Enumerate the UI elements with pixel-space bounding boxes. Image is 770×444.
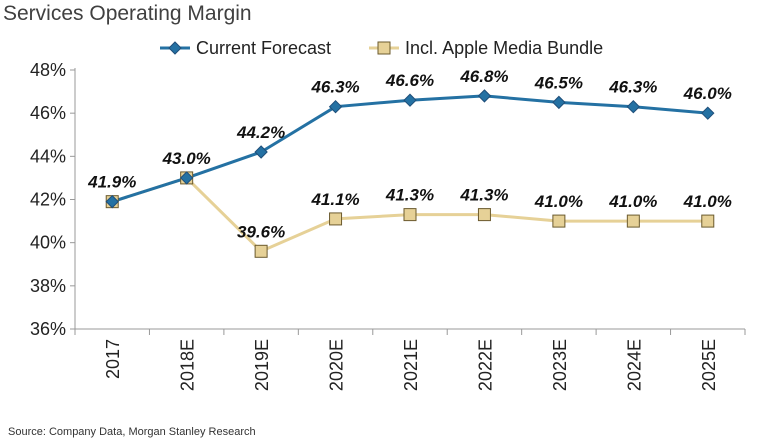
data-label-apple-media-bundle: 41.0%: [683, 192, 732, 211]
data-point-apple-media-bundle: [626, 214, 640, 228]
x-tick-label: 2020E: [327, 339, 347, 391]
data-point-current-forecast: [254, 145, 268, 159]
x-tick-label: 2022E: [475, 339, 495, 391]
x-tick-label: 2025E: [699, 339, 719, 391]
y-tick-label: 42%: [30, 190, 66, 210]
data-label-current-forecast: 44.2%: [236, 123, 285, 142]
data-point-apple-media-bundle: [329, 212, 343, 226]
data-label-apple-media-bundle: 41.3%: [459, 186, 508, 205]
data-label-apple-media-bundle: 39.6%: [237, 222, 285, 241]
x-tick-label: 2017: [103, 339, 123, 379]
y-tick-label: 40%: [30, 233, 66, 253]
chart-title: Services Operating Margin: [3, 2, 252, 25]
data-point-apple-media-bundle: [403, 208, 417, 222]
data-point-apple-media-bundle: [552, 214, 566, 228]
legend-item-current-forecast: Current Forecast: [160, 38, 331, 59]
y-tick-label: 44%: [30, 146, 66, 166]
data-point-apple-media-bundle: [477, 208, 491, 222]
data-point-current-forecast: [701, 106, 715, 120]
legend-label-current-forecast: Current Forecast: [196, 37, 332, 58]
x-tick-label: 2023E: [550, 339, 570, 391]
data-point-apple-media-bundle: [254, 244, 268, 258]
legend-swatch-current-forecast: [160, 41, 190, 55]
data-label-apple-media-bundle: 41.3%: [385, 186, 434, 205]
y-tick-label: 38%: [30, 276, 66, 296]
data-point-apple-media-bundle: [701, 214, 715, 228]
y-tick-label: 36%: [30, 319, 66, 339]
data-point-current-forecast: [477, 89, 492, 103]
data-label-current-forecast: 46.3%: [310, 78, 359, 97]
data-label-current-forecast: 41.9%: [87, 173, 136, 192]
data-label-current-forecast: 46.3%: [608, 78, 657, 97]
data-label-current-forecast: 46.8%: [459, 67, 508, 86]
x-tick-label: 2019E: [252, 339, 272, 391]
x-tick-label: 2021E: [401, 339, 421, 391]
data-point-current-forecast: [179, 171, 194, 185]
data-label-current-forecast: 46.5%: [534, 73, 583, 92]
data-label-current-forecast: 46.6%: [385, 71, 434, 90]
legend-item-apple-media-bundle: Incl. Apple Media Bundle: [369, 38, 603, 59]
data-label-current-forecast: 46.0%: [683, 84, 732, 103]
data-label-apple-media-bundle: 41.0%: [534, 192, 583, 211]
data-point-current-forecast: [105, 194, 119, 209]
legend-swatch-apple-media-bundle: [369, 41, 400, 55]
data-label-apple-media-bundle: 41.0%: [608, 192, 657, 211]
y-tick-label: 46%: [30, 103, 66, 123]
source-note: Source: Company Data, Morgan Stanley Res…: [8, 426, 256, 438]
legend: Current Forecast Incl. Apple Media Bundl…: [160, 36, 641, 60]
data-point-current-forecast: [626, 99, 641, 114]
x-tick-label: 2024E: [624, 339, 644, 391]
y-tick-label: 48%: [30, 60, 66, 80]
data-label-current-forecast: 43.0%: [162, 149, 211, 168]
data-point-current-forecast: [552, 95, 566, 110]
data-point-current-forecast: [328, 99, 343, 114]
legend-label-apple-media-bundle: Incl. Apple Media Bundle: [405, 37, 604, 58]
x-tick-label: 2018E: [178, 339, 198, 391]
data-point-current-forecast: [403, 93, 417, 107]
data-label-apple-media-bundle: 41.1%: [310, 190, 359, 209]
